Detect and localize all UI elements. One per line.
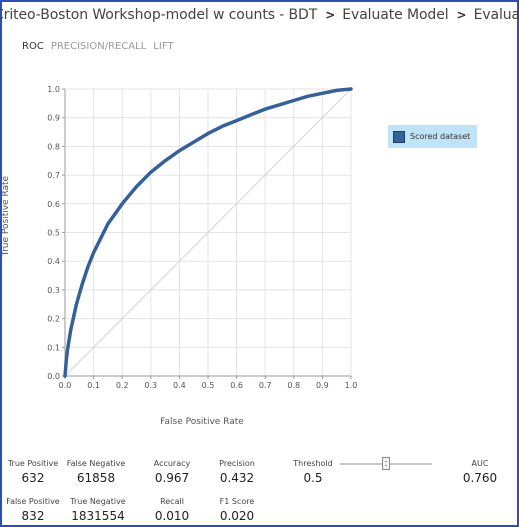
x-tick-label: 1.0	[345, 381, 358, 390]
metric-label: True Negative	[70, 497, 126, 506]
y-tick-label: 0.3	[47, 286, 60, 295]
metric-value: 0.5	[303, 471, 323, 485]
metric-true-negative: True Negative 1831554	[64, 497, 132, 523]
metric-label: Threshold	[293, 459, 333, 468]
y-tick-label: 0.0	[47, 372, 60, 381]
x-tick-label: 0.5	[202, 381, 215, 390]
chart-baseline	[64, 88, 352, 377]
metric-label: AUC	[471, 459, 489, 468]
chart-series	[63, 87, 353, 378]
breadcrumb-current: Evaluation results	[473, 7, 519, 23]
metric-label: False Positive	[6, 497, 60, 506]
roc-curve-line	[63, 87, 353, 378]
chevron-right-icon: >	[325, 8, 336, 22]
metric-threshold: Threshold 0.5	[288, 459, 338, 485]
metric-value: 61858	[76, 471, 116, 485]
y-tick-label: 1.0	[47, 85, 60, 94]
x-axis-title: False Positive Rate	[160, 417, 244, 427]
x-tick-label: 0.9	[316, 381, 329, 390]
tab-lift[interactable]: LIFT	[153, 41, 174, 52]
x-tick-label: 0.3	[144, 381, 157, 390]
breadcrumb-experiment[interactable]: Criteo-Boston Workshop-model w counts - …	[0, 7, 318, 23]
y-tick-label: 0.6	[47, 200, 60, 209]
chart-tabs: ROC PRECISION/RECALL LIFT	[22, 41, 181, 52]
metric-label: False Negative	[66, 459, 126, 468]
metric-label: Accuracy	[153, 459, 191, 468]
threshold-slider[interactable]	[340, 457, 432, 471]
metric-label: True Positive	[7, 459, 59, 468]
metric-value: 1831554	[71, 509, 125, 523]
metric-label: F1 Score	[219, 497, 255, 506]
y-tick-label: 0.8	[47, 142, 60, 151]
y-tick-label: 0.1	[47, 343, 60, 352]
metric-label: Recall	[160, 497, 184, 506]
metric-label: Precision	[219, 459, 255, 468]
roc-chart: 0.0 0.1 0.2 0.3 0.4 0.5 0.6 0.7 0.8 0.9 1.0 0.0 0.1…	[1, 85, 358, 427]
x-tick-label: 0.0	[59, 381, 72, 390]
x-tick-label: 0.6	[230, 381, 243, 390]
metric-accuracy: Accuracy 0.967	[140, 459, 204, 485]
metric-false-negative: False Negative 61858	[62, 459, 130, 485]
metric-value: 0.010	[154, 509, 190, 523]
x-tick-label: 0.7	[259, 381, 272, 390]
metric-value: 0.967	[154, 471, 190, 485]
slider-handle[interactable]	[382, 457, 390, 470]
x-axis-ticks: 0.0 0.1 0.2 0.3 0.4 0.5 0.6 0.7 0.8 0.9 1.0	[59, 381, 358, 390]
metric-false-positive: False Positive 832	[2, 497, 64, 523]
tab-roc[interactable]: ROC	[22, 41, 44, 52]
legend-label: Scored dataset	[410, 132, 471, 141]
legend-swatch	[393, 130, 405, 143]
y-tick-label: 0.5	[47, 229, 60, 238]
y-axis-ticks: 0.0 0.1 0.2 0.3 0.4 0.5 0.6 0.7 0.8 0.9 1.0	[47, 85, 60, 381]
tab-precision-recall[interactable]: PRECISION/RECALL	[50, 41, 147, 52]
breadcrumb: Criteo-Boston Workshop-model w counts - …	[0, 5, 519, 25]
chevron-right-icon: >	[456, 8, 467, 22]
y-tick-label: 0.2	[47, 315, 60, 324]
y-tick-label: 0.4	[47, 257, 60, 266]
y-tick-label: 0.9	[47, 114, 60, 123]
metric-f1-score: F1 Score 0.020	[206, 497, 268, 523]
metric-recall: Recall 0.010	[140, 497, 204, 523]
breadcrumb-module[interactable]: Evaluate Model	[342, 7, 449, 23]
x-tick-label: 0.2	[116, 381, 129, 390]
x-tick-label: 0.8	[287, 381, 300, 390]
metric-auc: AUC 0.760	[446, 459, 514, 485]
metric-value: 0.432	[219, 471, 255, 485]
y-axis-title: True Positive Rate	[1, 175, 11, 257]
metric-value: 0.760	[462, 471, 498, 485]
x-tick-label: 0.4	[173, 381, 186, 390]
y-tick-label: 0.7	[47, 171, 60, 180]
legend-item-scored-dataset[interactable]: Scored dataset	[388, 125, 477, 148]
metric-precision: Precision 0.432	[206, 459, 268, 485]
chart-grid	[62, 88, 352, 379]
x-tick-label: 0.1	[87, 381, 100, 390]
metric-value: 832	[21, 509, 45, 523]
metric-true-positive: True Positive 632	[4, 459, 62, 485]
metric-value: 632	[21, 471, 45, 485]
random-baseline-line	[64, 88, 352, 377]
metric-value: 0.020	[219, 509, 255, 523]
